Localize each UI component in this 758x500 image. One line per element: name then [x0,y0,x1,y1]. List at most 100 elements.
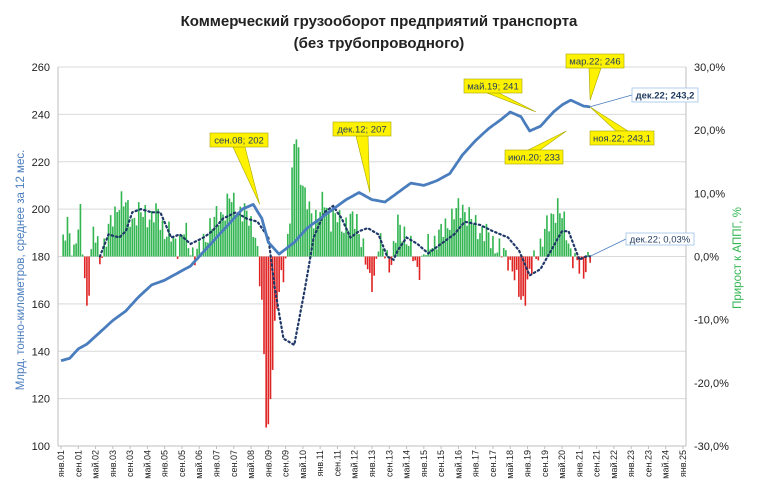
left-tick-label: 260 [32,62,50,74]
series-line-growth [98,204,592,347]
bar-growth [502,247,505,257]
left-tick-label: 240 [32,109,50,121]
bar-growth [144,204,147,257]
bar-growth [472,223,475,257]
left-tick-label: 220 [32,157,50,169]
bar-growth [213,216,216,257]
bar-growth [181,234,183,257]
callout-label: май.19; 241 [467,82,518,93]
bar-growth [289,223,291,257]
bar-growth [321,191,324,257]
bar-growth [96,236,99,257]
bar-growth [360,247,363,257]
bar-growth [332,210,334,257]
bar-growth [356,213,358,257]
bar-growth [537,256,540,261]
bar-growth [254,237,257,257]
bar-growth [485,223,488,257]
bar-growth [302,185,304,257]
x-tick-label: май.24 [661,450,671,479]
bar-growth [269,256,272,400]
bar-growth [414,256,417,261]
bar-growth [150,210,153,257]
bar-growth [431,248,434,257]
bar-growth [306,209,309,257]
callout-box [625,232,695,246]
bar-growth [416,256,419,267]
bar-growth [232,192,235,257]
bar-growth [282,256,285,283]
bar-growth [222,214,224,257]
bar-growth [379,233,382,257]
bar-growth [509,256,512,260]
x-tick-label: сен.17 [488,450,498,477]
bar-growth [401,241,404,257]
bar-growth [533,250,535,257]
bar-growth [353,228,356,257]
bar-growth [373,256,375,276]
bar-growth [578,256,581,274]
bar-growth [345,217,347,257]
bar-growth [569,248,572,257]
callout-label: дек.22; 243,2 [636,91,695,102]
bar-growth [265,256,267,428]
bar-growth [159,229,162,257]
left-tick-label: 100 [32,441,50,453]
bar-growth [127,200,129,257]
bar-growth [364,256,367,265]
bar-growth [470,218,473,257]
left-axis-ticks: 260 240 220 200 180 160 140 120 100 [32,62,50,453]
bar-growth [278,256,280,292]
bar-growth [392,241,395,257]
bar-growth [114,206,116,257]
bar-growth [170,241,172,257]
bar-growth [109,215,112,257]
bar-growth [196,248,198,257]
bar-growth [70,255,73,257]
bar-growth [235,217,237,257]
bar-growth [585,256,587,273]
bar-growth [250,216,252,257]
bar-growth [397,214,399,257]
bar-growth [86,256,88,306]
bar-growth [64,240,67,257]
x-tick-label: май.20 [557,450,567,479]
bar-growth [420,255,423,257]
bars-growth [62,139,591,428]
bar-growth [163,239,166,257]
bar-growth [340,231,343,257]
bar-growth [407,245,410,257]
bar-growth [366,256,369,270]
bar-growth [230,202,233,257]
bar-growth [77,229,80,257]
bar-growth [161,220,164,257]
x-tick-label: сен.21 [592,450,602,477]
bar-growth [451,208,453,257]
left-tick-label: 120 [32,394,50,406]
bar-growth [120,191,123,257]
bar-growth [157,208,159,257]
x-tick-label: май.16 [453,450,463,479]
callout-box [565,53,625,69]
bar-growth [68,233,71,257]
bar-growth [386,250,388,257]
callout-box [589,130,655,146]
x-tick-label: май.06 [194,450,204,479]
bar-growth [304,187,306,257]
bar-growth [556,198,559,257]
callout-box [631,87,699,103]
bar-growth [172,235,175,257]
bar-growth [410,235,412,257]
bar-growth [446,228,449,257]
chart-title-line1: Коммерческий грузооборот предприятий тра… [181,13,578,30]
bar-growth [94,242,97,257]
bar-growth [453,219,455,257]
bar-growth [384,256,386,259]
x-tick-label: сен.15 [436,450,446,477]
bar-growth [563,211,566,257]
bar-growth [489,248,492,257]
x-tick-label: сен.09 [281,450,291,477]
right-tick-label: 20,0% [694,125,725,137]
bar-growth [258,256,261,287]
bar-growth [83,256,86,279]
